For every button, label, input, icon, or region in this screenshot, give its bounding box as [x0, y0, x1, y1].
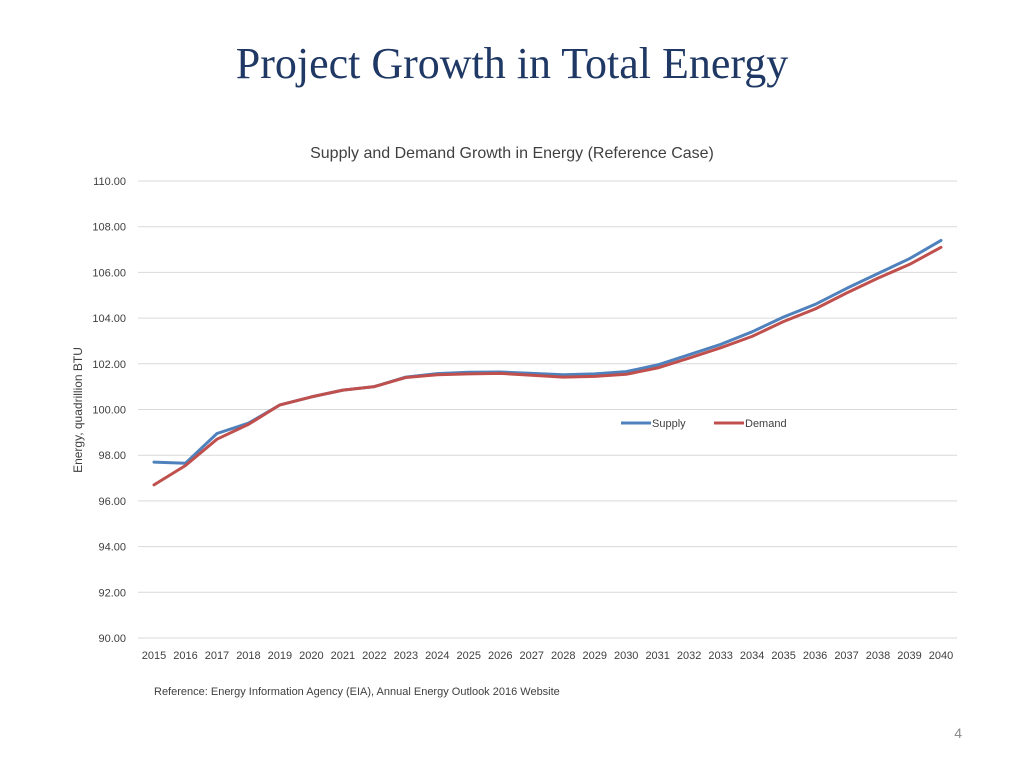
y-tick-label: 102.00	[92, 359, 126, 371]
y-tick-label: 92.00	[98, 587, 126, 599]
x-tick-label: 2040	[929, 650, 953, 662]
x-tick-label: 2037	[834, 650, 858, 662]
x-tick-label: 2034	[740, 650, 764, 662]
y-tick-label: 106.00	[92, 267, 126, 279]
x-tick-label: 2026	[488, 650, 512, 662]
y-tick-label: 100.00	[92, 405, 126, 417]
y-tick-label: 108.00	[92, 222, 126, 234]
x-tick-label: 2030	[614, 650, 638, 662]
x-tick-label: 2020	[299, 650, 323, 662]
y-tick-label: 96.00	[98, 496, 126, 508]
x-tick-label: 2038	[866, 650, 890, 662]
legend-label-demand: Demand	[745, 418, 787, 430]
legend: Supply Demand	[621, 418, 787, 430]
x-tick-label: 2033	[708, 650, 732, 662]
series-lines	[152, 238, 943, 487]
page-number: 4	[954, 725, 962, 741]
x-tick-label: 2039	[897, 650, 921, 662]
y-axis-ticks: 90.00 92.00 94.00 96.00 98.00 100.00 102.00 104…	[92, 176, 126, 645]
x-tick-label: 2035	[771, 650, 795, 662]
x-axis-ticks: 2015 2016 2017 2018 2019 2020 2021 2022 2023 2024…	[142, 650, 953, 662]
y-tick-label: 110.00	[93, 176, 126, 188]
series-line-supply	[152, 238, 943, 465]
x-tick-label: 2023	[394, 650, 418, 662]
chart-title: Supply and Demand Growth in Energy (Refe…	[310, 145, 714, 162]
x-tick-label: 2024	[425, 650, 449, 662]
x-tick-label: 2029	[582, 650, 606, 662]
x-tick-label: 2031	[645, 650, 669, 662]
series-line-demand	[152, 245, 943, 487]
x-tick-label: 2036	[803, 650, 827, 662]
y-tick-label: 98.00	[98, 450, 126, 462]
x-tick-label: 2021	[331, 650, 355, 662]
x-tick-label: 2028	[551, 650, 575, 662]
slide-title: Project Growth in Total Energy	[235, 39, 789, 88]
x-tick-label: 2022	[362, 650, 386, 662]
y-tick-label: 104.00	[92, 313, 126, 325]
x-tick-label: 2018	[236, 650, 260, 662]
x-tick-label: 2025	[457, 650, 481, 662]
legend-label-supply: Supply	[652, 418, 686, 430]
x-tick-label: 2019	[268, 650, 292, 662]
x-tick-label: 2032	[677, 650, 701, 662]
y-axis-label: Energy, quadrillion BTU	[71, 347, 85, 473]
x-tick-label: 2015	[142, 650, 166, 662]
y-tick-label: 94.00	[98, 542, 126, 554]
x-tick-label: 2027	[520, 650, 544, 662]
y-tick-label: 90.00	[98, 633, 126, 645]
reference-note: Reference: Energy Information Agency (EI…	[154, 686, 560, 698]
gridlines	[138, 180, 957, 639]
x-tick-label: 2016	[173, 650, 197, 662]
x-tick-label: 2017	[205, 650, 229, 662]
